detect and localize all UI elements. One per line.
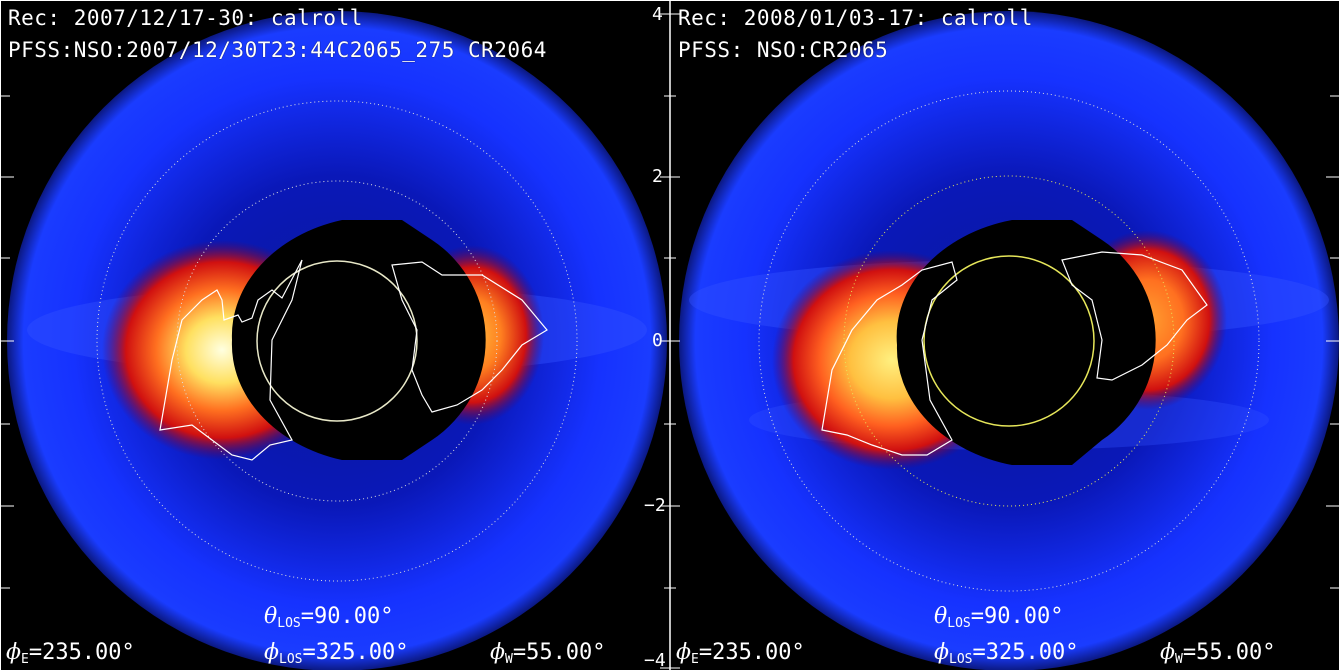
tick-label-4: 4 bbox=[652, 4, 663, 25]
solar-disk bbox=[923, 255, 1095, 427]
left-corona-image bbox=[7, 11, 667, 671]
right-panel: Rec: 2008/01/03-17: calroll PFSS: NSO:CR… bbox=[672, 0, 1340, 671]
left-phi-w: ϕW=55.00° bbox=[490, 640, 606, 667]
right-phi-w: ϕW=55.00° bbox=[1160, 640, 1276, 667]
right-phi-e: ϕE=235.00° bbox=[676, 640, 805, 667]
tick-label-neg4: −4 bbox=[644, 650, 666, 671]
left-phi-los: ϕLOS=325.00° bbox=[264, 640, 409, 667]
tick-label-2: 2 bbox=[652, 166, 663, 187]
solar-disk bbox=[256, 260, 418, 422]
tick-label-0: 0 bbox=[652, 330, 663, 351]
left-panel: Rec: 2007/12/17-30: calroll PFSS:NSO:200… bbox=[2, 0, 670, 671]
right-theta-los: θLOS=90.00° bbox=[934, 604, 1064, 631]
tick-label-neg2: −2 bbox=[644, 495, 666, 516]
right-corona-image bbox=[679, 11, 1339, 671]
right-header-pfss: PFSS: NSO:CR2065 bbox=[678, 38, 889, 62]
left-header-pfss: PFSS:NSO:2007/12/30T23:44C2065_275 CR206… bbox=[8, 38, 547, 62]
left-theta-los: θLOS=90.00° bbox=[264, 604, 394, 631]
left-header-rec: Rec: 2007/12/17-30: calroll bbox=[8, 6, 363, 30]
right-phi-los: ϕLOS=325.00° bbox=[934, 640, 1079, 667]
left-phi-e: ϕE=235.00° bbox=[6, 640, 135, 667]
right-header-rec: Rec: 2008/01/03-17: calroll bbox=[678, 6, 1033, 30]
